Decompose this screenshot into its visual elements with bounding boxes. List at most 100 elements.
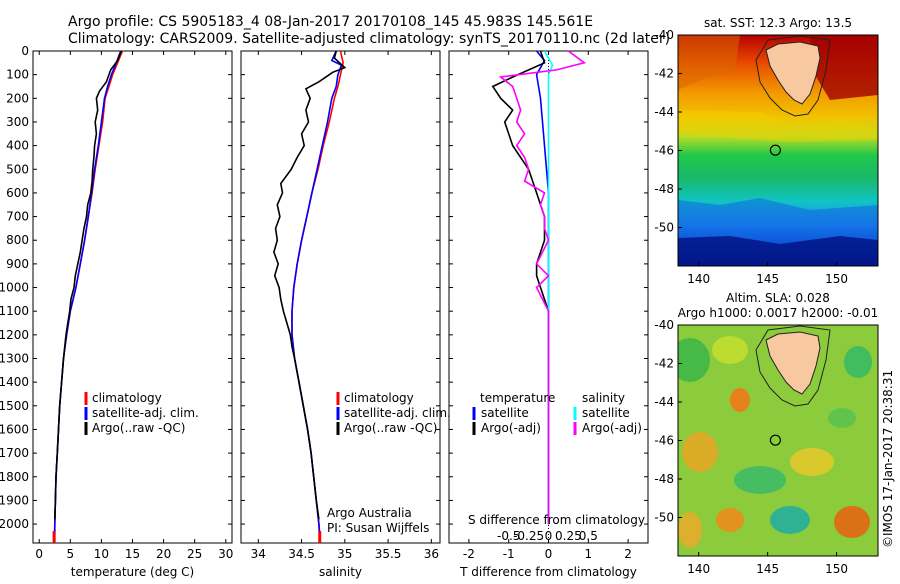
argo-location-marker <box>769 434 781 446</box>
legend-header-salinity: salinity <box>582 391 625 405</box>
x-tick-label: 5 <box>66 547 74 561</box>
map-y-tick-label: -44 <box>654 105 674 119</box>
header-line-1: Argo profile: CS 5905183_4 08-Jan-2017 2… <box>68 14 593 30</box>
x-tick-label: 35 <box>337 547 352 561</box>
annotation-pi-name: PI: Susan Wijffels <box>327 521 429 535</box>
map-y-tick-label: -48 <box>654 472 674 486</box>
sla-map-title-line-2: Argo h1000: 0.0017 h2000: -0.01 <box>678 306 879 320</box>
y-tick-label: 100 <box>6 68 29 82</box>
legend-climatology: climatology <box>344 391 414 405</box>
sla-blob <box>678 338 710 382</box>
series-line-argo-raw-qc- <box>273 50 347 520</box>
x-tick-label: 15 <box>125 547 140 561</box>
map-y-tick-label: -40 <box>654 318 674 332</box>
x-tick-label: 34.5 <box>288 547 315 561</box>
sla-blob <box>790 448 834 476</box>
x-tick-label: 0 <box>35 547 43 561</box>
imos-timestamp: ©IMOS 17-Jan-2017 20:38:31 <box>881 370 895 548</box>
s-tick-label: 0.25 <box>555 529 582 543</box>
x-axis-label: T difference from climatology <box>459 565 637 579</box>
series-line-satellite <box>535 50 550 525</box>
legend-satellite: satellite-adj. clim. <box>92 406 199 420</box>
sla-blob <box>834 506 870 538</box>
sst-map-axes: 140 145 150 -40 -42 -44 -46 -48 -50 <box>654 28 848 286</box>
x-tick-label: -2 <box>463 547 475 561</box>
salinity-legend: climatology satellite-adj. clim. Argo(..… <box>327 391 451 535</box>
x-tick-label: 20 <box>156 547 171 561</box>
map-x-tick-label: 150 <box>825 562 848 576</box>
map-x-tick-label: 140 <box>687 562 710 576</box>
sla-blob <box>682 432 718 472</box>
x-tick-label: 2 <box>624 547 632 561</box>
x-tick-label: -1 <box>503 547 515 561</box>
annotation-argo-australia: Argo Australia <box>327 506 412 520</box>
y-tick-label: 900 <box>6 257 29 271</box>
series-line-climatology <box>53 50 124 544</box>
sla-map-axes: 140 145 150 -40 -42 -44 -46 -48 -50 <box>654 318 848 576</box>
map-x-tick-label: 145 <box>756 272 779 286</box>
map-y-tick-label: -42 <box>654 357 674 371</box>
difference-legend: temperature salinity satellite Argo(-adj… <box>468 391 645 527</box>
map-y-tick-label: -48 <box>654 182 674 196</box>
x-axis-label: salinity <box>319 565 362 579</box>
plot-frame <box>32 50 233 544</box>
sla-map: Altim. SLA: 0.028 Argo h1000: 0.0017 h20… <box>654 291 895 576</box>
series-line-climatology <box>291 50 344 544</box>
series-line-argo-raw-qc- <box>54 50 123 520</box>
x-tick-label: 25 <box>187 547 202 561</box>
legend-argo: Argo(..raw -QC) <box>344 421 437 435</box>
y-tick-label: 1200 <box>0 328 29 342</box>
sla-blob <box>730 388 750 412</box>
map-y-tick-label: -46 <box>654 434 674 448</box>
legend-s-satellite: satellite <box>582 406 630 420</box>
legend-t-satellite: satellite <box>481 406 529 420</box>
sla-continental-shelf <box>755 325 831 407</box>
map-x-tick-label: 145 <box>756 562 779 576</box>
y-tick-label: 500 <box>6 162 29 176</box>
y-tick-label: 2000 <box>0 517 29 531</box>
legend-header-temperature: temperature <box>480 391 555 405</box>
sla-blob <box>712 336 748 364</box>
difference-panel: -2 -1 0 1 2 -0.5-0.25 0 0.250.5 T difference fro… <box>448 50 649 579</box>
header-line-2: Climatology: CARS2009. Satellite-adjuste… <box>68 31 670 47</box>
series-line-satellite-adj-clim- <box>54 50 122 534</box>
s-tick-label: -0.5 <box>497 529 520 543</box>
sst-patch-yellow <box>678 110 878 142</box>
map-y-tick-label: -50 <box>654 221 674 235</box>
map-y-tick-label: -46 <box>654 144 674 158</box>
y-tick-label: 400 <box>6 139 29 153</box>
y-tick-label: 700 <box>6 210 29 224</box>
s-tick-label: 0 <box>545 529 553 543</box>
legend-s-argo: Argo(-adj) <box>582 421 642 435</box>
map-y-tick-label: -40 <box>654 28 674 42</box>
sst-continental-shelf <box>755 35 831 117</box>
sst-patch-navy <box>678 236 878 266</box>
y-tick-label: 1100 <box>0 304 29 318</box>
sla-blob <box>734 466 786 494</box>
x-tick-label: 30 <box>218 547 233 561</box>
y-tick-label: 200 <box>6 91 29 105</box>
series-line-argo-adj- <box>498 50 587 525</box>
y-tick-label: 300 <box>6 115 29 129</box>
x-axis-label: temperature (deg C) <box>71 565 194 579</box>
series-line-argo-adj- <box>491 50 550 525</box>
temperature-panel: 0100200300400500600700800900100011001200… <box>0 44 233 579</box>
x-tick-label: 10 <box>94 547 109 561</box>
salinity-panel: 34 34.5 35 35.5 36 salinity <box>240 50 441 579</box>
y-tick-label: 600 <box>6 186 29 200</box>
x-tick-label: 36 <box>424 547 439 561</box>
sst-patch-red <box>810 35 878 100</box>
temperature-legend: climatology satellite-adj. clim. Argo(..… <box>84 391 199 435</box>
y-tick-label: 1500 <box>0 399 29 413</box>
map-x-tick-label: 140 <box>687 272 710 286</box>
sla-blob <box>716 508 744 532</box>
argo-location-marker <box>769 144 781 156</box>
sla-tasmania-land <box>765 331 821 395</box>
y-tick-label: 1400 <box>0 375 29 389</box>
legend-climatology: climatology <box>92 391 162 405</box>
sla-blob <box>828 408 856 428</box>
y-tick-label: 1800 <box>0 470 29 484</box>
y-tick-label: 1000 <box>0 281 29 295</box>
series-line-satellite-adj-clim- <box>291 50 343 534</box>
